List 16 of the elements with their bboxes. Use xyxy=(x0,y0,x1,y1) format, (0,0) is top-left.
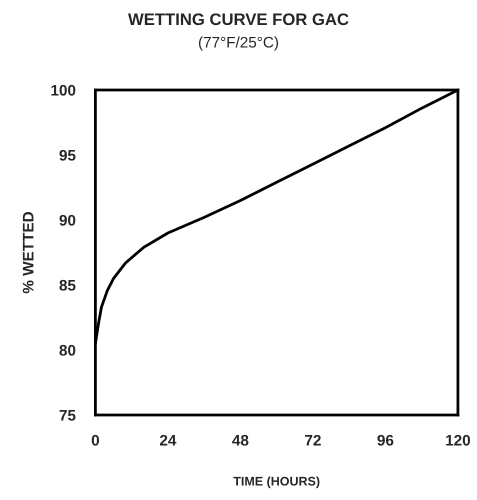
chart-title: WETTING CURVE FOR GAC xyxy=(128,13,349,26)
y-tick-label: 80 xyxy=(59,344,76,356)
x-tick-label: 48 xyxy=(232,434,248,446)
x-tick-label: 0 xyxy=(92,434,100,446)
x-axis-title: TIME (HOURS) xyxy=(233,476,320,488)
x-tick-label: 24 xyxy=(160,434,176,446)
x-tick-label: 120 xyxy=(446,434,470,446)
y-tick-label: 85 xyxy=(59,280,76,291)
y-axis-title: % WETTED xyxy=(22,212,34,294)
y-tick-label: 90 xyxy=(59,214,76,226)
chart-subtitle: (77°F/25°C) xyxy=(198,36,278,51)
x-tick-label: 72 xyxy=(305,434,321,446)
y-tick-label: 75 xyxy=(60,410,76,421)
y-tick-label: 100 xyxy=(51,84,76,96)
y-tick-label: 95 xyxy=(59,150,76,161)
x-tick-label: 96 xyxy=(377,434,394,446)
